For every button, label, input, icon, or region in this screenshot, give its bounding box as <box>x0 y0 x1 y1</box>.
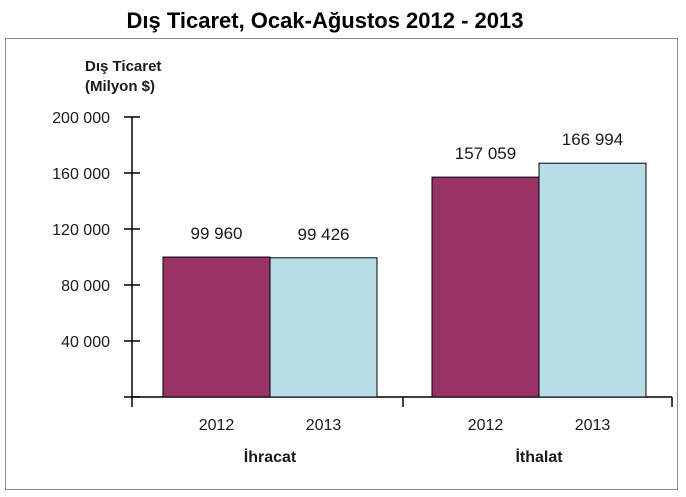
data-label: 99 426 <box>298 225 350 244</box>
bar-1-1 <box>538 162 647 398</box>
y-tick-label: 40 000 <box>61 334 110 351</box>
chart-frame <box>5 38 678 490</box>
y-tick-label: 160 000 <box>52 166 110 183</box>
group-label: İhracat <box>244 448 297 466</box>
category-label: 2012 <box>199 417 235 434</box>
data-label: 99 960 <box>191 224 243 243</box>
category-label: 2012 <box>468 417 504 434</box>
group-label: İthalat <box>515 448 563 466</box>
bar-1-0 <box>431 176 540 398</box>
labels: 40 000 80 000 120 000 160 000 200 000 99 960 2… <box>52 110 623 466</box>
category-label: 2013 <box>575 417 611 434</box>
chart-title: Dış Ticaret, Ocak-Ağustos 2012 - 2013 <box>126 8 524 33</box>
y-axis-label-line-1: Dış Ticaret <box>85 58 161 75</box>
y-tick-label: 120 000 <box>52 222 110 239</box>
y-tick-label: 80 000 <box>61 278 110 295</box>
y-tick-label: 200 000 <box>52 110 110 127</box>
bar-0-0 <box>162 256 271 398</box>
bars <box>162 162 647 398</box>
category-label: 2013 <box>306 417 342 434</box>
data-label: 166 994 <box>562 130 623 149</box>
y-axis-label-line-2: (Milyon $) <box>85 78 155 95</box>
data-label: 157 059 <box>455 144 516 163</box>
bar-0-1 <box>269 257 378 398</box>
